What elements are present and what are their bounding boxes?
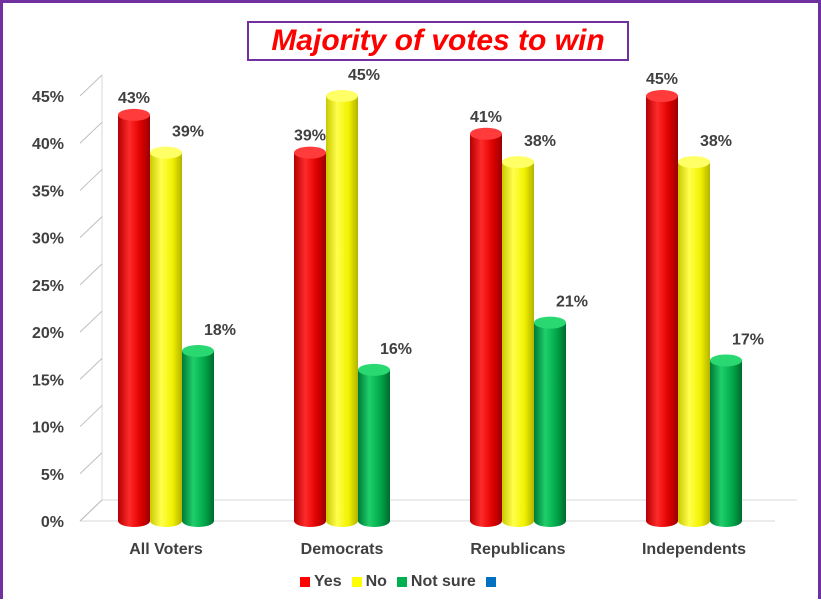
bar-not-sure-republicans — [534, 316, 566, 527]
legend-swatch-yes — [300, 577, 310, 587]
legend-label-not-sure: Not sure — [410, 573, 476, 590]
data-label-yes-all-voters: 43% — [118, 90, 150, 107]
bar-cap — [118, 108, 150, 121]
data-label-no-all-voters: 39% — [172, 124, 204, 141]
bar-no-republicans — [502, 156, 534, 527]
y-tick-label: 35% — [32, 183, 64, 200]
bar-body — [710, 360, 742, 527]
y-tick-label: 45% — [32, 89, 64, 106]
bar-not-sure-independents — [710, 354, 742, 527]
x-tick-label-democrats: Democrats — [301, 541, 384, 558]
data-label-no-republicans: 38% — [524, 133, 556, 150]
legend-item-extra — [485, 577, 500, 587]
data-label-not-sure-independents: 17% — [732, 331, 764, 348]
bar-cap — [470, 127, 502, 140]
data-label-no-independents: 38% — [700, 133, 732, 150]
bar-yes-independents — [646, 90, 678, 527]
bar-cap — [326, 90, 358, 102]
bar-body — [534, 322, 566, 527]
y-tick-label: 30% — [32, 231, 64, 248]
bar-cap — [294, 146, 326, 159]
bar-no-independents — [678, 156, 710, 527]
y-tick-mark — [79, 121, 103, 144]
legend-item-yes: Yes — [300, 573, 342, 591]
y-tick-mark — [79, 405, 103, 427]
bar-yes-all-voters — [118, 108, 150, 527]
legend-label-no: No — [365, 573, 387, 590]
y-tick-label: 0% — [41, 514, 64, 531]
legend-swatch-extra — [485, 577, 496, 587]
x-tick-label-republicans: Republicans — [470, 541, 565, 558]
legend-label-yes: Yes — [314, 573, 342, 590]
y-tick-mark — [79, 357, 103, 380]
bar-body — [470, 133, 502, 527]
data-label-no-democrats: 45% — [348, 67, 380, 84]
data-label-yes-independents: 45% — [646, 71, 678, 88]
bar-body — [182, 351, 214, 527]
y-tick-label: 25% — [32, 278, 64, 295]
bar-cap — [502, 156, 534, 169]
bar-cap — [534, 316, 566, 329]
bar-body — [118, 114, 150, 527]
data-label-not-sure-republicans: 21% — [556, 294, 588, 311]
legend-item-not-sure: Not sure — [396, 573, 476, 591]
bar-cap — [646, 90, 678, 102]
bar-yes-republicans — [470, 127, 502, 527]
bar-body — [150, 152, 182, 527]
legend-swatch-no — [351, 577, 362, 587]
bar-body — [646, 96, 678, 527]
bar-no-democrats — [326, 90, 358, 527]
bar-cap — [678, 156, 710, 169]
y-tick-label: 20% — [32, 325, 64, 342]
y-tick-mark — [79, 169, 103, 191]
bar-not-sure-democrats — [358, 363, 390, 527]
y-tick-label: 5% — [41, 467, 64, 484]
y-tick-label: 10% — [32, 420, 64, 437]
data-label-yes-republicans: 41% — [470, 109, 502, 126]
y-tick-mark — [79, 499, 103, 522]
legend-item-no: No — [351, 573, 387, 591]
bar-body — [678, 162, 710, 527]
bar-not-sure-all-voters — [182, 345, 214, 527]
y-tick-label: 40% — [32, 136, 64, 153]
chart-title: Majority of votes to win — [271, 24, 605, 57]
bar-body — [358, 369, 390, 527]
data-label-not-sure-all-voters: 18% — [204, 322, 236, 339]
bar-no-all-voters — [150, 146, 182, 527]
bar-yes-democrats — [294, 146, 326, 527]
legend-swatch-not-sure — [396, 577, 407, 587]
data-label-not-sure-democrats: 16% — [380, 341, 412, 358]
bar-cap — [150, 146, 182, 159]
bar-body — [326, 96, 358, 527]
y-tick-mark — [79, 74, 103, 97]
bar-body — [294, 152, 326, 527]
y-tick-mark — [79, 216, 103, 239]
bar-body — [502, 162, 534, 527]
y-tick-mark — [79, 310, 103, 333]
x-tick-label-independents: Independents — [642, 541, 746, 558]
chart-legend: Yes No Not sure — [300, 572, 506, 592]
x-tick-label-all-voters: All Voters — [129, 541, 203, 558]
y-tick-mark — [79, 452, 103, 475]
bar-cap — [358, 363, 390, 376]
bar-cap — [710, 354, 742, 367]
y-tick-label: 15% — [32, 372, 64, 389]
bar-cap — [182, 345, 214, 357]
data-label-yes-democrats: 39% — [294, 128, 326, 145]
chart-title-box: Majority of votes to win — [247, 21, 629, 61]
y-tick-mark — [79, 263, 103, 286]
